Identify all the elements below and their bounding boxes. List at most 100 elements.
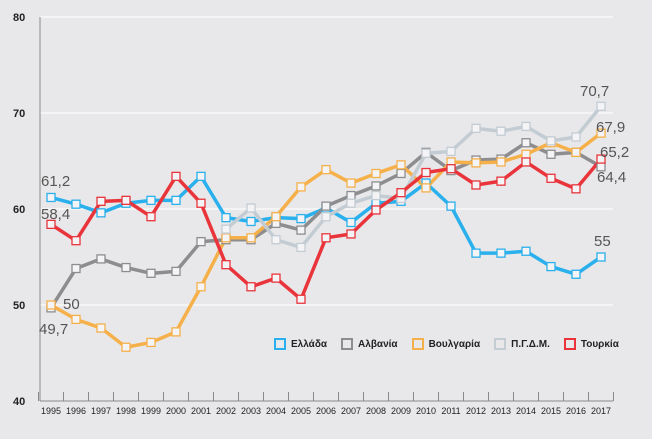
data-point: [521, 121, 531, 132]
axes: [39, 17, 613, 402]
legend-item-fyrom: Π.Γ.Δ.Μ.: [494, 338, 550, 350]
data-point: [121, 262, 131, 273]
data-point: [71, 236, 81, 246]
data-point: [446, 164, 456, 174]
data-point: [46, 300, 56, 310]
data-point: [296, 182, 306, 192]
data-point: [596, 252, 606, 262]
data-point: [546, 173, 556, 183]
data-point: [371, 181, 381, 191]
data-point: [221, 224, 231, 234]
data-point: [571, 132, 581, 142]
data-point: [471, 180, 481, 190]
data-point: [471, 248, 481, 258]
data-point: [421, 183, 431, 193]
data-point: [521, 157, 531, 167]
label-greece-2017: 55: [594, 233, 611, 250]
data-point: [71, 314, 81, 325]
label-turkey-1995: 58,4: [41, 206, 70, 223]
data-point: [446, 201, 456, 211]
data-point: [396, 160, 406, 170]
data-point: [546, 149, 556, 159]
data-point: [496, 248, 506, 258]
legend-label: Αλβανία: [358, 338, 398, 350]
x-axis-ticks: 1995 1996 1997 1998 1999 2000 2001 2002 2003 2004…: [38, 392, 614, 416]
x-tick-label: 2010: [416, 406, 436, 416]
data-point: [496, 157, 506, 167]
legend-label: Ελλάδα: [291, 338, 328, 350]
y-tick-label: 40: [13, 396, 25, 408]
legend-label: Τουρκία: [580, 338, 619, 350]
data-point: [321, 233, 331, 243]
x-tick-label: 1998: [116, 406, 136, 416]
data-point: [371, 205, 381, 215]
label-albania-2017: 64,4: [597, 169, 626, 186]
data-point: [571, 147, 581, 158]
data-point: [96, 323, 106, 333]
data-point: [471, 158, 481, 168]
data-point: [296, 213, 306, 224]
data-point: [146, 212, 156, 222]
data-point: [196, 198, 206, 208]
legend-item-greece: Ελλάδα: [274, 338, 327, 350]
data-point: [346, 190, 356, 201]
legend-swatch-icon: [274, 338, 286, 350]
series-markers: [46, 101, 606, 352]
data-point: [171, 195, 181, 206]
x-tick-label: 2017: [591, 406, 611, 416]
data-point: [496, 126, 506, 136]
x-tick-label: 2015: [541, 406, 561, 416]
data-point: [71, 199, 81, 209]
x-tick-label: 2012: [466, 406, 486, 416]
x-tick-label: 1997: [91, 406, 111, 416]
data-point: [146, 337, 156, 348]
data-point: [346, 198, 356, 208]
data-point: [521, 149, 531, 159]
data-point: [421, 167, 431, 178]
label-turkey-2017: 65,2: [600, 144, 629, 161]
data-point: [371, 168, 381, 179]
data-point: [121, 195, 131, 206]
x-tick-label: 2002: [216, 406, 236, 416]
data-point: [146, 195, 156, 206]
data-point: [596, 101, 606, 111]
data-point: [246, 233, 256, 243]
data-point: [221, 212, 231, 223]
legend: Ελλάδα Αλβανία Βουλγαρία Π.Γ.Δ.Μ. Τουρκί…: [274, 338, 633, 350]
data-point: [171, 327, 181, 337]
data-point: [71, 263, 81, 274]
data-point: [521, 246, 531, 256]
data-point: [146, 268, 156, 278]
data-point: [196, 282, 206, 292]
label-albania-1995: 49,7: [39, 321, 68, 338]
data-point: [396, 188, 406, 198]
data-point: [321, 212, 331, 222]
label-bulgaria-1995: 50: [63, 296, 80, 313]
x-tick-label: 2009: [391, 406, 411, 416]
data-point: [396, 168, 406, 179]
x-tick-label: 1999: [141, 406, 161, 416]
series-line-0: [50, 174, 602, 277]
data-point: [96, 254, 106, 264]
legend-swatch-icon: [411, 338, 424, 350]
legend-item-turkey: Τουρκία: [563, 338, 619, 350]
data-point: [421, 148, 431, 158]
data-point: [346, 217, 356, 228]
label-bulgaria-2017: 67,9: [596, 119, 625, 136]
data-point: [546, 261, 556, 272]
x-tick-label: 2004: [266, 406, 286, 416]
data-point: [296, 242, 306, 253]
series-line-4: [50, 157, 603, 301]
y-tick-label: 60: [13, 204, 25, 216]
legend-swatch-icon: [563, 338, 576, 350]
data-point: [296, 225, 306, 235]
y-tick-label: 80: [13, 12, 25, 24]
data-point: [496, 176, 506, 186]
data-point: [246, 216, 256, 227]
data-point: [446, 146, 456, 157]
data-point: [596, 154, 606, 164]
legend-swatch-icon: [494, 338, 507, 350]
series-lines: [49, 105, 603, 349]
gridlines: [40, 16, 613, 306]
data-point: [196, 236, 206, 247]
